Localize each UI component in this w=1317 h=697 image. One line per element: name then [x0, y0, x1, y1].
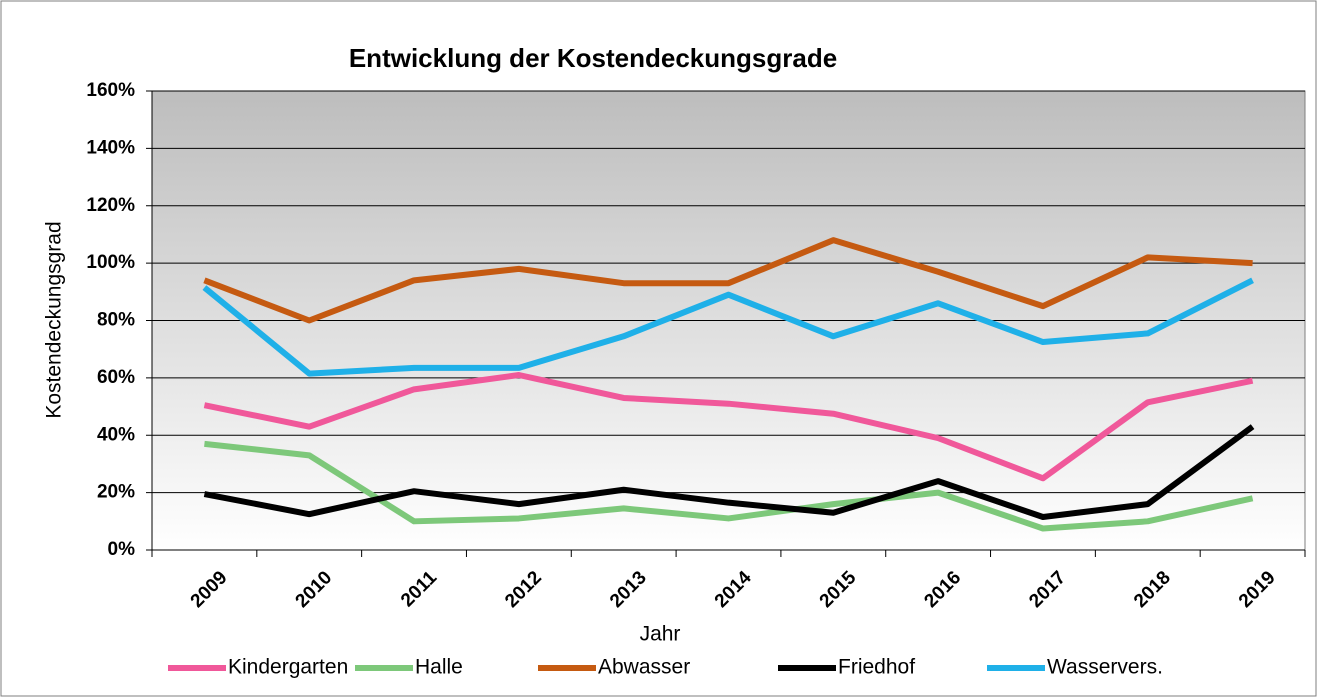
series-line — [203, 372, 1254, 482]
y-tick-label: 40% — [97, 424, 135, 445]
legend-label: Wasservers. — [1047, 656, 1163, 679]
y-tick-label: 60% — [97, 367, 135, 388]
y-axis-label: Kostendeckungsgrad — [43, 221, 66, 418]
x-axis-label: Jahr — [640, 623, 681, 646]
series-line — [202, 277, 1254, 377]
legend-label: Abwasser — [598, 656, 690, 679]
series-line — [203, 237, 1253, 324]
chart-title: Entwicklung der Kostendeckungsgrade — [349, 43, 837, 73]
y-tick-label: 140% — [86, 137, 135, 158]
y-tick-label: 120% — [86, 195, 135, 216]
legend-label: Friedhof — [838, 656, 915, 679]
y-tick-label: 20% — [97, 482, 135, 503]
legend-label: Halle — [415, 656, 463, 679]
y-tick-label: 80% — [97, 310, 135, 331]
series-line — [203, 424, 1255, 521]
y-tick-label: 160% — [86, 80, 135, 101]
y-tick-label: 100% — [86, 252, 135, 273]
y-tick-label: 0% — [108, 539, 136, 560]
legend-label: Kindergarten — [228, 656, 348, 679]
